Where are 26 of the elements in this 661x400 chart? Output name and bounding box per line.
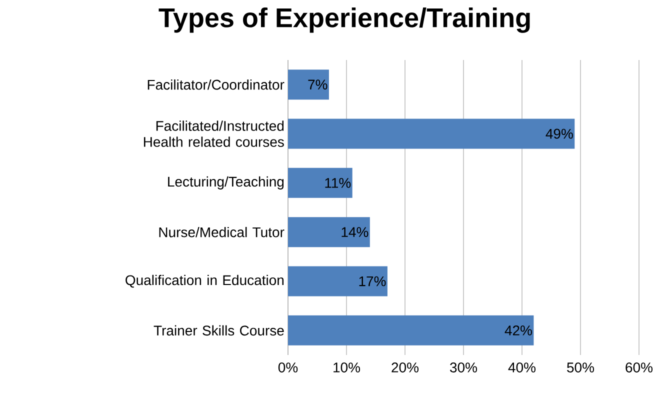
y-tick-label: Trainer Skills Course <box>154 325 284 336</box>
x-tick-label: 0% <box>278 362 298 372</box>
x-tick-label: 40% <box>508 362 536 372</box>
x-tick-label: 50% <box>567 362 594 372</box>
x-tick-label: 60% <box>626 362 653 372</box>
bar <box>288 118 575 149</box>
data-label: 49% <box>546 128 573 139</box>
bar <box>288 315 534 346</box>
y-tick-label: Facilitated/Instructed Health related courses <box>144 120 284 147</box>
y-tick-label: Nurse/Medical Tutor <box>159 226 284 238</box>
y-tick-label: Facilitator/Coordinator <box>148 79 284 90</box>
bar <box>288 217 370 248</box>
bar <box>288 70 329 100</box>
data-label: 17% <box>359 276 386 286</box>
bar <box>288 168 352 198</box>
data-label: 14% <box>342 227 368 237</box>
x-tick-label: 30% <box>450 362 478 372</box>
data-label: 7% <box>308 80 328 90</box>
x-tick-label: 20% <box>392 362 419 372</box>
y-tick-label: Qualification in Education <box>126 274 284 288</box>
chart-title: Types of Experience/Training <box>158 8 530 33</box>
x-tick-label: 10% <box>334 362 360 372</box>
bar <box>288 266 388 296</box>
data-label: 42% <box>504 325 532 336</box>
y-tick-label: Lecturing/Teaching <box>168 176 284 190</box>
data-label: 11% <box>325 178 351 188</box>
